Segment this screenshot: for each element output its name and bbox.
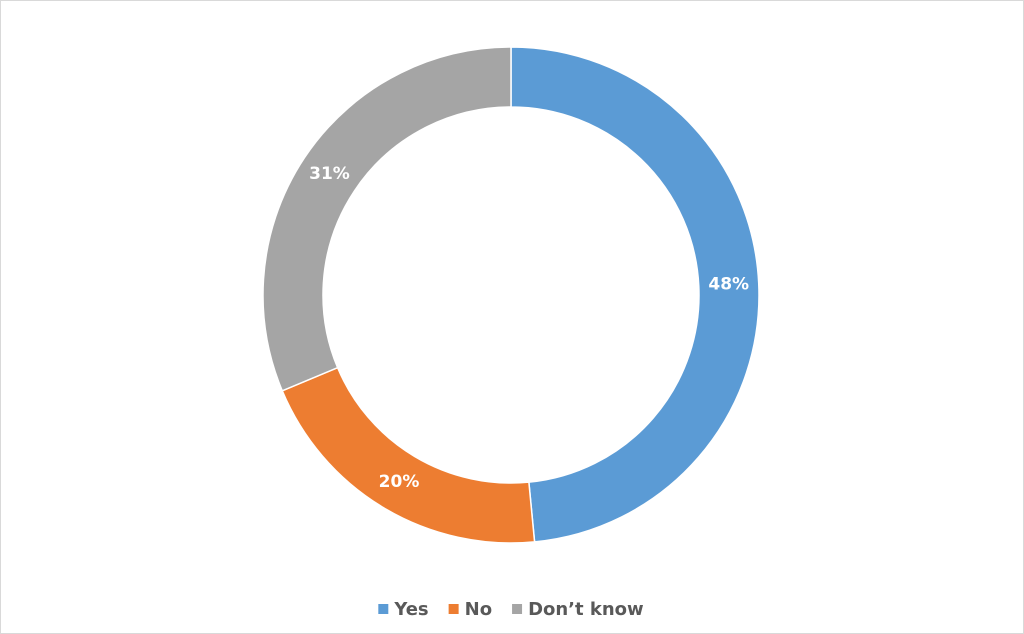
legend-swatch [512, 604, 523, 614]
donut-slice [510, 46, 760, 543]
legend-label: Yes [393, 599, 428, 620]
legend-label: No [465, 599, 492, 620]
legend-swatch [378, 604, 389, 614]
legend-label: Don’t know [528, 599, 644, 620]
data-label: 20% [379, 472, 420, 492]
data-label: 48% [708, 275, 749, 295]
data-label: 31% [309, 164, 350, 184]
donut-slice [262, 46, 512, 392]
legend-swatch [448, 604, 459, 614]
